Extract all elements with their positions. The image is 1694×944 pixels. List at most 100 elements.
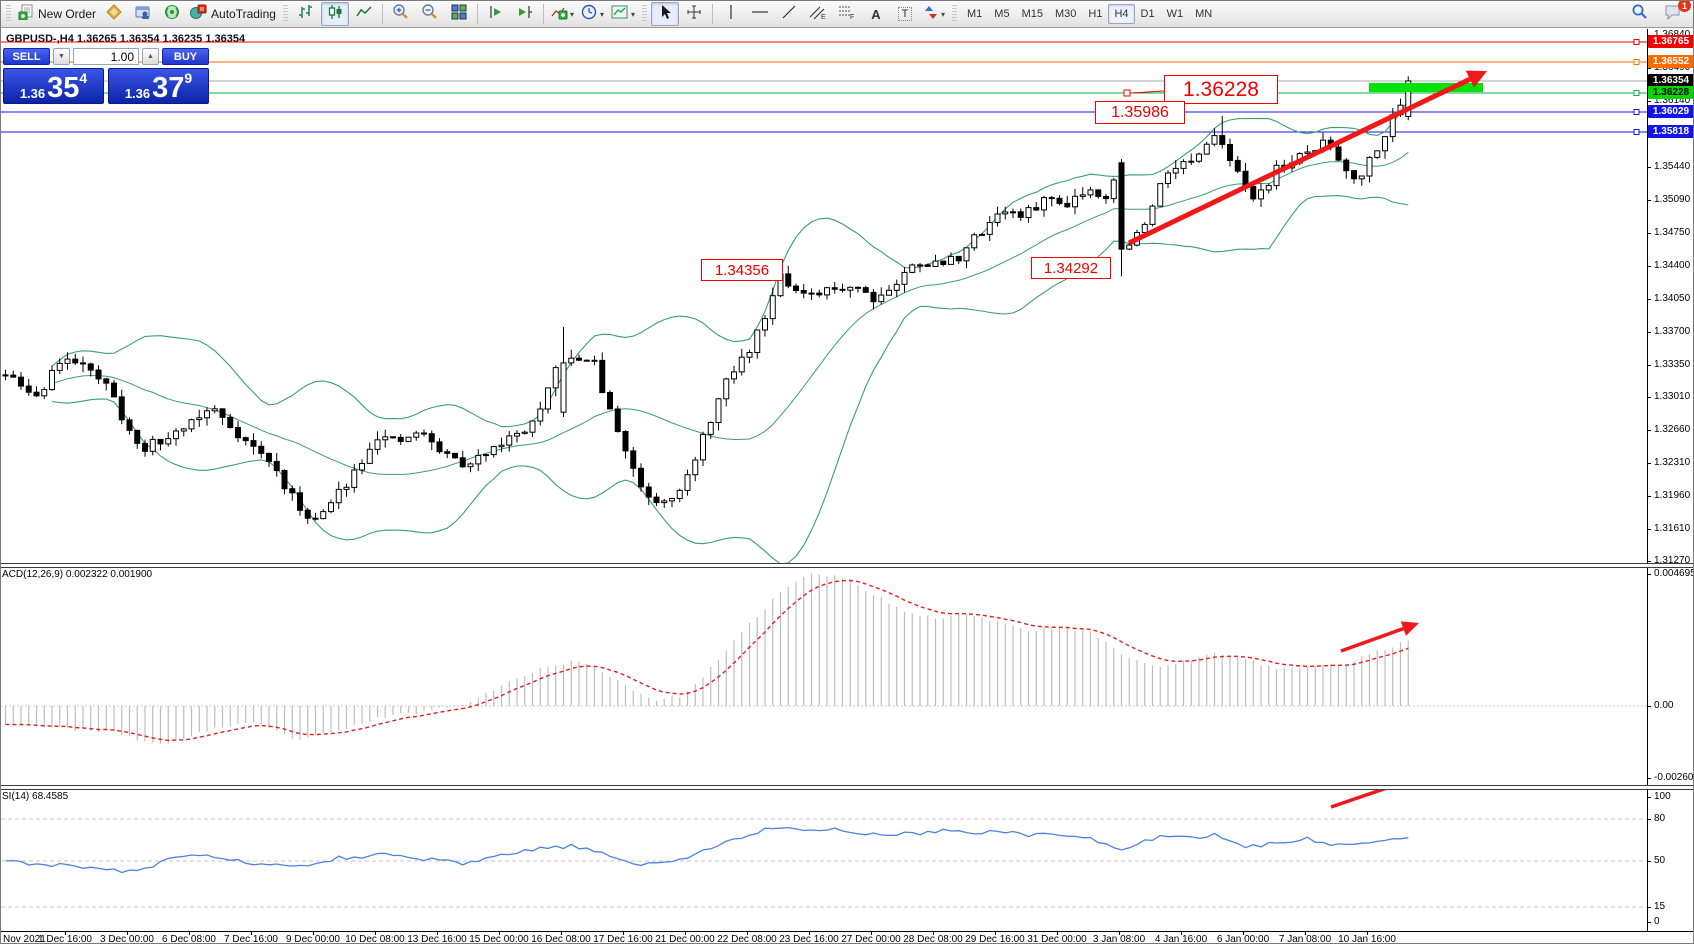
signals-button[interactable] [158, 2, 186, 26]
rsi-tick-label: 0 [1654, 916, 1660, 927]
line-chart-button[interactable] [350, 2, 378, 26]
time-axis-label: 15 Dec 00:00 [469, 934, 529, 944]
candlestick-chart-button[interactable] [320, 2, 349, 26]
rsi-pane-canvas[interactable] [1, 788, 1647, 931]
zoom-in-icon [392, 3, 409, 25]
price-tick-label: 1.34750 [1654, 227, 1691, 238]
crosshair-button[interactable] [680, 2, 708, 26]
autotrading-button[interactable]: AutoTrading [187, 2, 279, 26]
time-axis-label: 21 Dec 00:00 [655, 934, 715, 944]
dropdown-arrow-icon: ▾ [630, 9, 635, 19]
timeframe-h4[interactable]: H4 [1108, 4, 1135, 24]
timeframe-m30[interactable]: M30 [1054, 8, 1077, 20]
price-tick-label: 1.31270 [1654, 555, 1691, 566]
fibonacci-button[interactable]: F [833, 2, 861, 26]
timeframe-h1[interactable]: H1 [1088, 8, 1103, 20]
timeframe-mn[interactable]: MN [1195, 8, 1213, 20]
timeframe-m5[interactable]: M5 [994, 8, 1010, 20]
sell-price-box[interactable]: 1.36 35 4 [3, 68, 104, 104]
price-annotation[interactable]: 1.35986 [1095, 101, 1185, 124]
autotrading-label: AutoTrading [211, 7, 276, 21]
sell-button[interactable]: SELL [3, 48, 50, 65]
chart-shift-button[interactable] [511, 2, 539, 26]
autotrading-icon [190, 4, 207, 25]
timeframe-m1[interactable]: M1 [967, 8, 983, 20]
periods-icon [581, 4, 598, 25]
metaeditor-button[interactable] [100, 2, 128, 26]
price-tick-dash [1647, 200, 1651, 201]
cursor-icon [658, 4, 672, 25]
templates-button[interactable]: ▾ [608, 2, 638, 26]
vertical-line-button[interactable] [717, 2, 745, 26]
tile-windows-button[interactable] [445, 2, 473, 26]
indicators-button[interactable]: ▾ [548, 2, 577, 26]
search-button[interactable] [1625, 2, 1653, 26]
price-tick-dash [1647, 561, 1651, 562]
data-window-button[interactable] [129, 2, 157, 26]
time-tick [1305, 932, 1306, 935]
time-tick [561, 932, 562, 935]
price-tick-label: 1.33700 [1654, 326, 1691, 337]
zoom-out-button[interactable] [416, 2, 444, 26]
toolbar-grip[interactable] [6, 5, 11, 23]
macd-pane-canvas[interactable] [1, 566, 1647, 786]
new-order-button[interactable]: New Order [15, 2, 99, 26]
time-axis[interactable]: Nov 2021 1 Dec 16:00 3 Dec 00:00 6 Dec 08:0… [1, 931, 1693, 944]
timeframe-m15[interactable]: M15 [1021, 8, 1043, 20]
volume-decrease-button[interactable]: ▼ [53, 48, 70, 65]
rsi-tick-label: 50 [1654, 855, 1666, 866]
zoom-in-button[interactable] [387, 2, 415, 26]
toolbar-grip[interactable] [282, 5, 288, 23]
timeframe-w1[interactable]: W1 [1166, 8, 1184, 20]
periods-button[interactable]: ▾ [578, 2, 607, 26]
trendline-button[interactable] [775, 2, 803, 26]
volume-increase-button[interactable]: ▲ [142, 48, 159, 65]
buy-price-base: 1.36 [124, 85, 151, 101]
price-annotation[interactable]: 1.36228 [1164, 75, 1278, 104]
price-annotation[interactable]: 1.34356 [701, 259, 783, 281]
price-annotation[interactable]: 1.34292 [1031, 257, 1111, 279]
time-axis-label: 17 Dec 16:00 [593, 934, 653, 944]
time-tick [375, 932, 376, 935]
channel-button[interactable]: E [804, 2, 832, 26]
toolbar-grip[interactable] [952, 5, 958, 23]
arrows-button[interactable]: ▾ [920, 2, 948, 26]
price-tick-dash [1647, 233, 1651, 234]
macd-tick-dash [1647, 706, 1651, 707]
price-tick-label: 1.31610 [1654, 523, 1691, 534]
auto-scroll-button[interactable] [482, 2, 510, 26]
main-chart-canvas[interactable] [1, 29, 1647, 564]
rsi-tick-dash [1647, 922, 1651, 923]
buy-price-box[interactable]: 1.36 37 9 [108, 68, 209, 104]
volume-input[interactable] [73, 48, 139, 65]
vertical-line-icon [725, 4, 737, 25]
price-axis[interactable]: 1.368401.364901.361401.357901.354401.350… [1647, 29, 1693, 931]
pane-splitter[interactable] [1, 563, 1693, 568]
time-tick [809, 932, 810, 935]
horizontal-line-button[interactable] [746, 2, 774, 26]
bar-chart-button[interactable] [292, 2, 320, 26]
time-tick [313, 932, 314, 935]
rsi-tick-dash [1647, 819, 1651, 820]
dropdown-arrow-icon: ▾ [941, 9, 946, 19]
price-axis-line [1647, 29, 1648, 931]
text-button[interactable]: A [862, 2, 890, 26]
time-tick [995, 932, 996, 935]
buy-button[interactable]: BUY [162, 48, 209, 65]
notifications-button[interactable]: 1 [1659, 1, 1691, 26]
chart-area[interactable]: GBPUSD-,H4 1.36265 1.36354 1.36235 1.363… [1, 29, 1693, 944]
cursor-button[interactable] [651, 2, 679, 26]
timeframe-d1[interactable]: D1 [1140, 8, 1155, 20]
price-tick-dash [1647, 266, 1651, 267]
arrows-icon [923, 4, 939, 25]
time-tick [1367, 932, 1368, 935]
time-axis-label: 3 Jan 08:00 [1092, 934, 1146, 944]
price-tick-label: 1.32660 [1654, 424, 1691, 435]
text-label-button[interactable]: T [891, 2, 919, 26]
price-tick-dash [1647, 463, 1651, 464]
time-tick [871, 932, 872, 935]
toolbar-grip[interactable] [642, 5, 647, 23]
pane-splitter[interactable] [1, 785, 1693, 790]
time-tick [1243, 932, 1244, 935]
time-axis-label: 23 Dec 16:00 [779, 934, 839, 944]
